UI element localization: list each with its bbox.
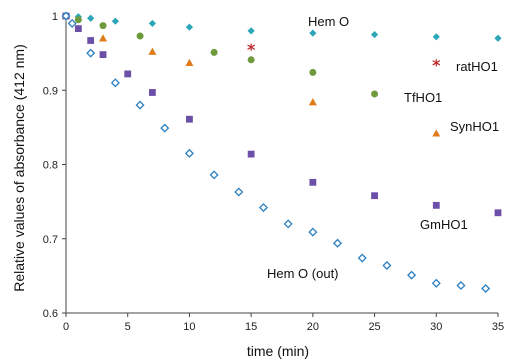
data-point-gmho1 <box>87 37 95 44</box>
data-point-synho1 <box>185 58 194 66</box>
data-point-synho1 <box>432 129 441 137</box>
x-tick-label: 25 <box>368 321 380 333</box>
data-point-hem-o <box>247 27 255 35</box>
series-label-synho1: SynHO1 <box>450 119 499 134</box>
data-point-hem-o-out <box>333 238 343 248</box>
data-point-tfho1 <box>371 90 379 98</box>
data-point-hem-o-out <box>184 148 194 158</box>
data-point-gmho1 <box>432 201 440 209</box>
data-point-hem-o-out <box>431 278 441 288</box>
data-point-hem-o-out <box>110 78 120 88</box>
data-point-gmho1 <box>99 51 107 59</box>
data-point-hem-o-out <box>160 123 170 133</box>
chart-marks <box>61 11 502 294</box>
data-point-tfho1 <box>309 68 317 76</box>
data-point-hem-o <box>370 30 379 39</box>
data-point-gmho1 <box>247 150 255 158</box>
series-labels: Hem O ratHO1 TfHO1 SynHO1 GmHO1 Hem O (out) <box>267 14 499 281</box>
data-point-hem-o <box>185 23 194 31</box>
data-point-hem-o <box>87 14 95 22</box>
data-point-hem-o-out <box>382 260 392 270</box>
y-axis-title: Relative values of absorbance (412 nm) <box>11 44 27 291</box>
data-point-hem-o-out <box>86 48 96 58</box>
y-tick-label: 0.9 <box>43 85 58 97</box>
data-point-hem-o <box>432 33 440 41</box>
x-tick-label: 20 <box>307 321 319 333</box>
x-tick-labels: 0 5 10 15 20 25 30 35 <box>63 321 504 333</box>
data-point-tfho1 <box>247 56 255 64</box>
data-point-hem-o <box>494 34 502 42</box>
x-tick-label: 30 <box>430 321 442 333</box>
data-point-hem-o-out <box>308 227 318 237</box>
data-point-hem-o <box>148 19 156 28</box>
data-point-tfho1 <box>74 16 82 24</box>
y-tick-label: 0.7 <box>43 234 58 246</box>
x-tick-label: 35 <box>492 321 504 333</box>
data-point-synho1 <box>148 47 157 55</box>
series-label-hem-o-out: Hem O (out) <box>267 266 339 281</box>
x-tick-label: 15 <box>245 321 257 333</box>
series-label-gmho1: GmHO1 <box>420 217 468 232</box>
y-tick-label: 0.8 <box>43 160 58 172</box>
data-point-gmho1 <box>149 89 156 96</box>
data-point-synho1 <box>308 98 317 106</box>
series-label-ratho1: ratHO1 <box>456 59 498 74</box>
data-point-hem-o-out <box>407 270 417 280</box>
data-point-hem-o-out <box>283 219 293 229</box>
data-point-gmho1 <box>309 178 317 186</box>
data-point-gmho1 <box>124 70 132 78</box>
series-label-tfho1: TfHO1 <box>404 90 442 105</box>
x-axis-title: time (min) <box>247 343 309 359</box>
y-tick-labels: 0.6 0.7 0.8 0.9 1 <box>43 11 58 320</box>
x-tick-label: 5 <box>125 321 131 333</box>
data-point-hem-o-out <box>209 170 219 180</box>
data-point-gmho1 <box>494 209 502 217</box>
data-point-hem-o-out <box>456 281 466 291</box>
data-point-hem-o-out <box>258 203 269 213</box>
x-tick-label: 0 <box>63 321 69 333</box>
x-tick-label: 10 <box>183 321 195 333</box>
data-point-hem-o-out <box>481 283 491 294</box>
data-point-gmho1 <box>74 25 82 33</box>
data-point-gmho1 <box>371 192 378 200</box>
data-point-hem-o-out <box>61 11 71 21</box>
data-point-hem-o <box>309 29 317 37</box>
data-point-tfho1 <box>136 32 144 40</box>
series-label-hem-o: Hem O <box>308 14 349 29</box>
data-point-ratho1 <box>432 59 441 67</box>
data-point-hem-o-out <box>357 253 367 263</box>
data-point-hem-o-out <box>234 187 244 197</box>
data-point-gmho1 <box>186 115 193 123</box>
y-tick-label: 1 <box>52 11 58 23</box>
data-point-hem-o-out <box>67 18 77 28</box>
chart-axes <box>62 15 499 317</box>
data-point-hem-o-out <box>135 100 145 110</box>
data-point-tfho1 <box>99 22 107 30</box>
y-tick-label: 0.6 <box>43 308 58 320</box>
data-point-tfho1 <box>210 48 218 56</box>
data-point-hem-o <box>111 17 119 25</box>
data-point-synho1 <box>99 34 108 42</box>
data-point-ratho1 <box>247 43 256 51</box>
